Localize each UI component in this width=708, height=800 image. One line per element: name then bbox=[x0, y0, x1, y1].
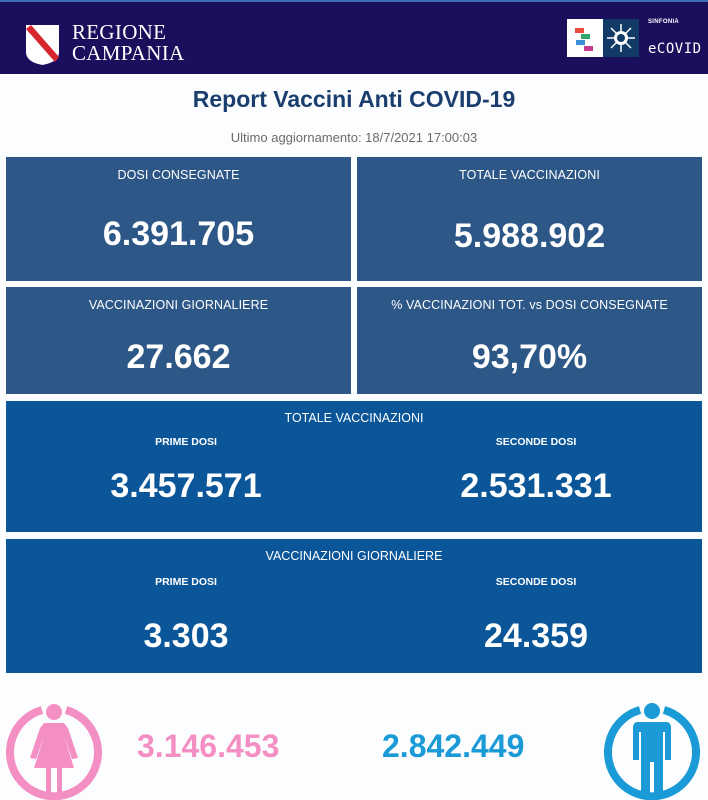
male-vaccinated-value: 2.842.449 bbox=[382, 728, 525, 764]
region-line-1: REGIONE bbox=[72, 20, 167, 44]
female-icon bbox=[6, 704, 102, 800]
region-logo-text: REGIONE CAMPANIA bbox=[72, 22, 185, 64]
seconde-dosi-value: 24.359 bbox=[484, 617, 588, 655]
seconde-dosi-value: 2.531.331 bbox=[460, 467, 612, 505]
totale-vaccinazioni-panel: TOTALE VACCINAZIONI PRIME DOSI 3.457.571… bbox=[6, 401, 702, 532]
prime-dosi-value: 3.457.571 bbox=[110, 467, 262, 505]
kpi-label: DOSI CONSEGNATE bbox=[117, 168, 240, 182]
male-icon bbox=[604, 703, 700, 800]
campania-shield-icon bbox=[26, 25, 59, 65]
product-small-label: SINFONIA bbox=[648, 19, 680, 25]
panel-title: TOTALE VACCINAZIONI bbox=[284, 411, 424, 425]
kpi-totale-vaccinazioni: TOTALE VACCINAZIONI 5.988.902 bbox=[357, 157, 702, 281]
prime-dosi-value: 3.303 bbox=[143, 617, 229, 655]
kpi-vaccinazioni-giornaliere: VACCINAZIONI GIORNALIERE 27.662 bbox=[6, 287, 351, 394]
panel-title: VACCINAZIONI GIORNALIERE bbox=[265, 549, 443, 563]
kpi-label: TOTALE VACCINAZIONI bbox=[459, 168, 600, 182]
page-title: Report Vaccini Anti COVID-19 bbox=[192, 86, 516, 112]
kpi-dosi-consegnate: DOSI CONSEGNATE 6.391.705 bbox=[6, 157, 351, 281]
kpi-label: VACCINAZIONI GIORNALIERE bbox=[88, 298, 269, 312]
kpi-percentuale: % VACCINAZIONI TOT. vs DOSI CONSEGNATE 9… bbox=[357, 287, 702, 394]
vaccinazioni-giornaliere-panel: VACCINAZIONI GIORNALIERE PRIME DOSI 3.30… bbox=[6, 539, 702, 673]
header-bar: REGIONE CAMPANIA SINFONIA eCOVID bbox=[0, 0, 708, 74]
last-updated: Ultimo aggiornamento: 18/7/2021 17:00:03 bbox=[230, 130, 478, 145]
prime-dosi-label: PRIME DOSI bbox=[155, 576, 217, 588]
ecovid-logo-icon bbox=[567, 19, 639, 57]
prime-dosi-label: PRIME DOSI bbox=[155, 436, 217, 448]
female-vaccinated-value: 3.146.453 bbox=[137, 728, 280, 764]
kpi-value: 6.391.705 bbox=[102, 215, 255, 253]
kpi-value: 27.662 bbox=[126, 338, 231, 376]
seconde-dosi-label: SECONDE DOSI bbox=[495, 436, 577, 448]
product-name: eCOVID bbox=[648, 41, 702, 57]
kpi-value: 5.988.902 bbox=[453, 217, 606, 255]
region-line-2: CAMPANIA bbox=[72, 41, 185, 65]
seconde-dosi-label: SECONDE DOSI bbox=[495, 576, 577, 588]
kpi-value: 93,70% bbox=[471, 338, 588, 376]
kpi-label: % VACCINAZIONI TOT. vs DOSI CONSEGNATE bbox=[391, 298, 668, 312]
